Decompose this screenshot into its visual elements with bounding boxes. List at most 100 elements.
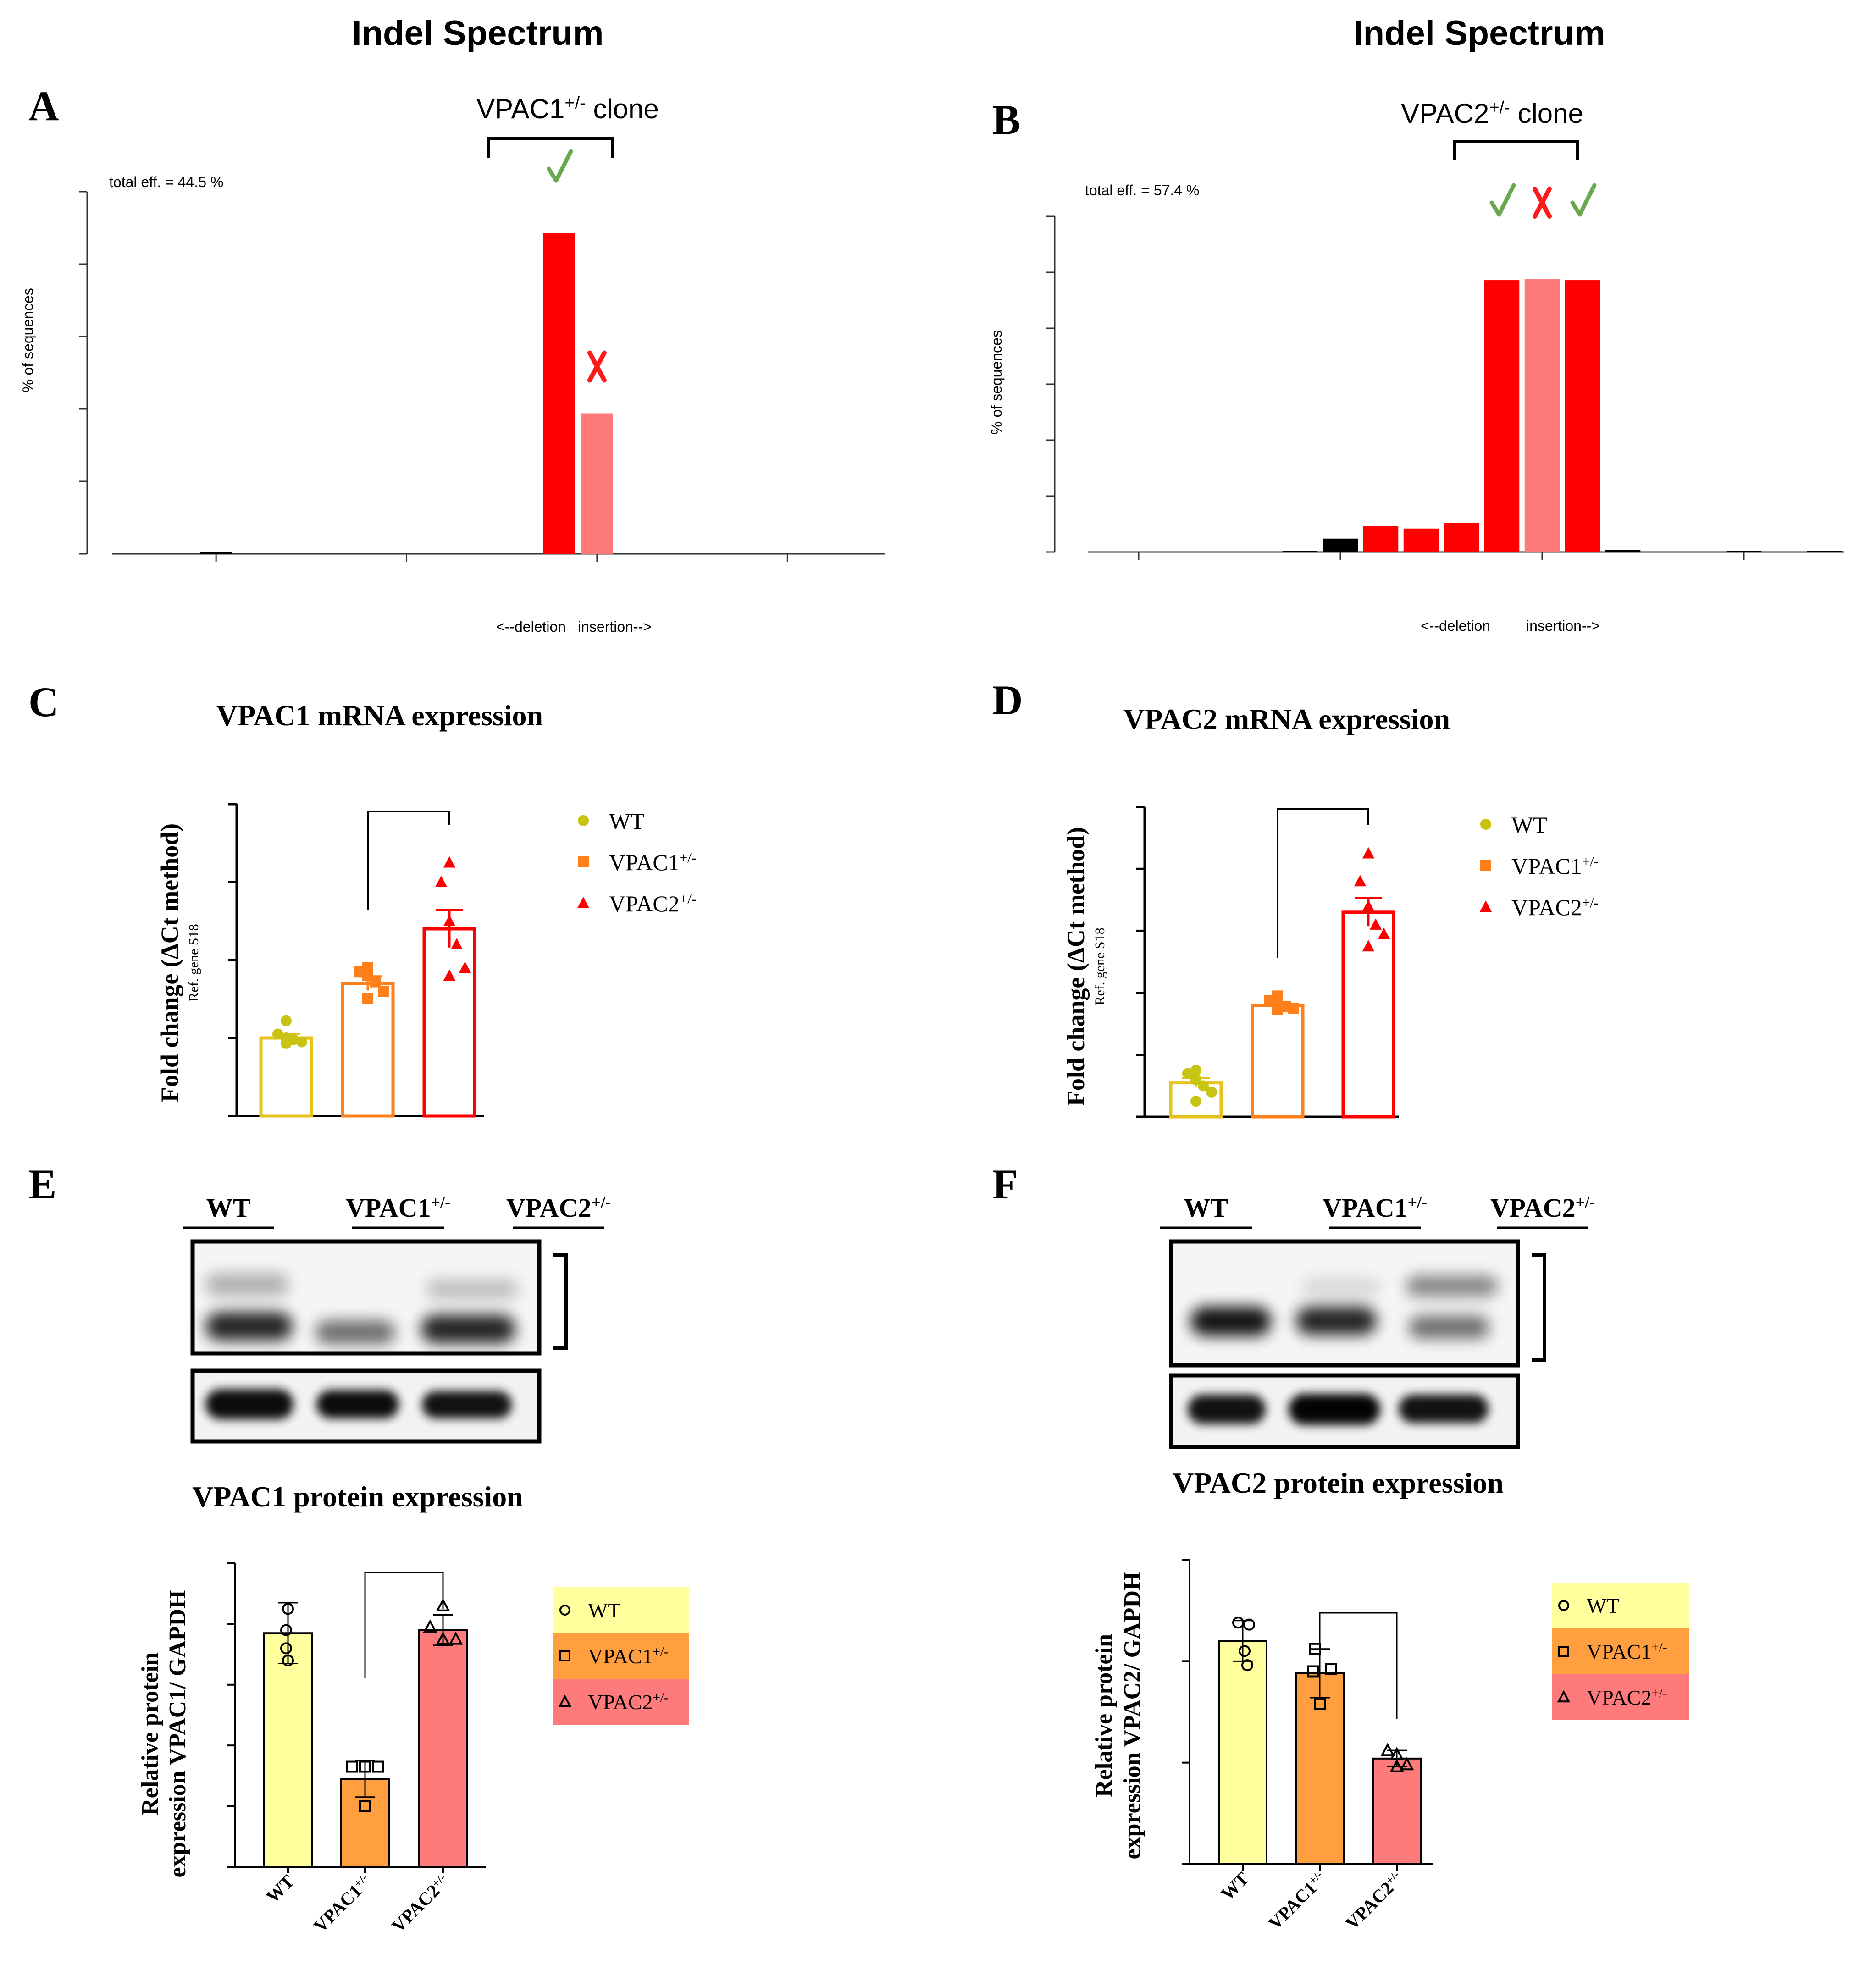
data-point: [1314, 1698, 1326, 1710]
comparison-bracket: [1277, 808, 1369, 958]
data-point: [1232, 1617, 1244, 1629]
legend-label-sup: +/-: [1582, 853, 1599, 869]
data-point: [1206, 1086, 1217, 1098]
panel-d: D VPAC2 mRNA expression Fold change (ΔCt…: [992, 677, 1599, 1119]
legend-label-main: VPAC2: [588, 1690, 653, 1714]
data-point: [423, 1619, 437, 1633]
panel-f-letter: F: [992, 1161, 1018, 1208]
legend-box-wt: [553, 1587, 689, 1633]
target-band: [205, 1312, 293, 1341]
data-point: [436, 1631, 450, 1645]
x-tick-label-main: WT: [1217, 1868, 1253, 1904]
indel-bar: [1323, 538, 1358, 552]
panel-c-ylabel: Fold change (ΔCt method): [156, 823, 183, 1102]
legend-box-wt: [1552, 1583, 1689, 1628]
data-point: [296, 1036, 307, 1048]
data-point: [1362, 847, 1375, 859]
panel-e-letter: E: [28, 1161, 56, 1208]
size-bracket: [1532, 1253, 1546, 1362]
indel-bar: [1565, 280, 1600, 552]
legend-label-main: WT: [1587, 1594, 1620, 1617]
data-point: [1190, 1096, 1201, 1107]
bar-vpac1: [1295, 1672, 1345, 1865]
lane-label-main: VPAC1: [346, 1193, 431, 1223]
data-point: [1354, 875, 1367, 887]
cross-mark-icon: [1533, 187, 1552, 219]
panel-f-ylabel-line2: expression VPAC2/ GAPDH: [1119, 1572, 1146, 1860]
legend-label-main: WT: [609, 808, 645, 834]
legend-marker: [558, 1694, 572, 1707]
data-point: [1272, 1004, 1283, 1015]
x-tick-label-main: WT: [262, 1871, 298, 1907]
legend-marker: [559, 1605, 570, 1616]
data-point: [1362, 899, 1375, 911]
legend-label-main: VPAC2: [1511, 894, 1582, 920]
lane-label-main: WT: [206, 1193, 251, 1223]
legend-label: WT: [609, 808, 645, 834]
x-tick-label-main: VPAC1: [1264, 1877, 1320, 1933]
data-point: [359, 1760, 371, 1773]
lane-label-main: VPAC2: [1490, 1193, 1576, 1223]
x-tick-label: VPAC2+/-: [1341, 1868, 1407, 1934]
data-point: [281, 1015, 292, 1026]
data-point: [1190, 1065, 1201, 1076]
lane-label-sup: +/-: [592, 1193, 611, 1211]
legend-label-sup: +/-: [680, 850, 696, 866]
lane-label-main: VPAC1: [1323, 1193, 1408, 1223]
indel-bar: [542, 233, 575, 554]
legend-marker-vpac1: [578, 856, 589, 867]
data-point: [282, 1654, 294, 1666]
indel-bar: [1363, 526, 1399, 552]
bar-vpac1: [1251, 1004, 1305, 1119]
legend-marker: [559, 1650, 570, 1661]
legend-box-vpac1: [553, 1633, 689, 1679]
legend-label-main: VPAC1: [1587, 1640, 1651, 1663]
x-tick-label-main: VPAC2: [1341, 1877, 1397, 1933]
panel-b-ylabel: % of sequences: [988, 330, 1005, 435]
panel-a-ylabel: % of sequences: [20, 288, 36, 392]
panel-a-clone-bracket: [487, 137, 614, 158]
target-band: [1302, 1278, 1380, 1297]
indel-bar: [1444, 523, 1479, 552]
legend-box-vpac1: [1552, 1628, 1689, 1674]
panel-f-ylabel-line1: Relative protein: [1091, 1634, 1117, 1797]
data-point: [1239, 1645, 1251, 1657]
indel-bar: [1605, 550, 1641, 552]
legend-label-main: VPAC1: [609, 850, 680, 875]
data-point: [280, 1624, 292, 1636]
panel-c: C VPAC1 mRNA expression Fold change (ΔCt…: [28, 679, 696, 1118]
lane-label: VPAC2+/-: [1490, 1193, 1595, 1223]
bar-vpac2: [418, 1629, 468, 1868]
indel-bar: [581, 413, 613, 554]
x-tick-label: VPAC1+/-: [1264, 1868, 1330, 1934]
lane-label-main: VPAC2: [506, 1193, 592, 1223]
panel-b-efficiency: total eff. = 57.4 %: [1085, 182, 1199, 199]
x-tick-label: WT: [262, 1871, 298, 1907]
lane-label-sup: +/-: [1408, 1193, 1428, 1211]
data-point: [1400, 1757, 1414, 1771]
panel-a-plot: [79, 149, 885, 562]
size-bracket: [553, 1253, 568, 1350]
loading-band: [422, 1391, 512, 1418]
data-point: [443, 915, 456, 927]
legend-box-vpac2: [1552, 1674, 1689, 1720]
loading-band: [316, 1390, 399, 1418]
panel-f-western-blot: WT VPAC1+/- VPAC2+/-: [1160, 1193, 1595, 1449]
panel-b-title: VPAC2+/- clone: [1401, 98, 1583, 129]
data-point: [1288, 1003, 1299, 1014]
bar-vpac2: [1372, 1757, 1422, 1865]
data-point: [436, 1598, 450, 1611]
panel-b-header: Indel Spectrum: [1354, 14, 1605, 53]
x-tick-label: VPAC2+/-: [387, 1871, 453, 1937]
panel-e-title: VPAC1 protein expression: [192, 1480, 523, 1513]
target-band: [205, 1273, 289, 1296]
data-point: [1362, 940, 1375, 952]
legend-label-sup: +/-: [1582, 894, 1599, 910]
legend-marker-vpac2: [577, 897, 590, 909]
panel-c-title: VPAC1 mRNA expression: [216, 699, 543, 732]
legend-label: VPAC2+/-: [588, 1690, 669, 1714]
legend-label-sup: +/-: [1651, 1686, 1667, 1700]
